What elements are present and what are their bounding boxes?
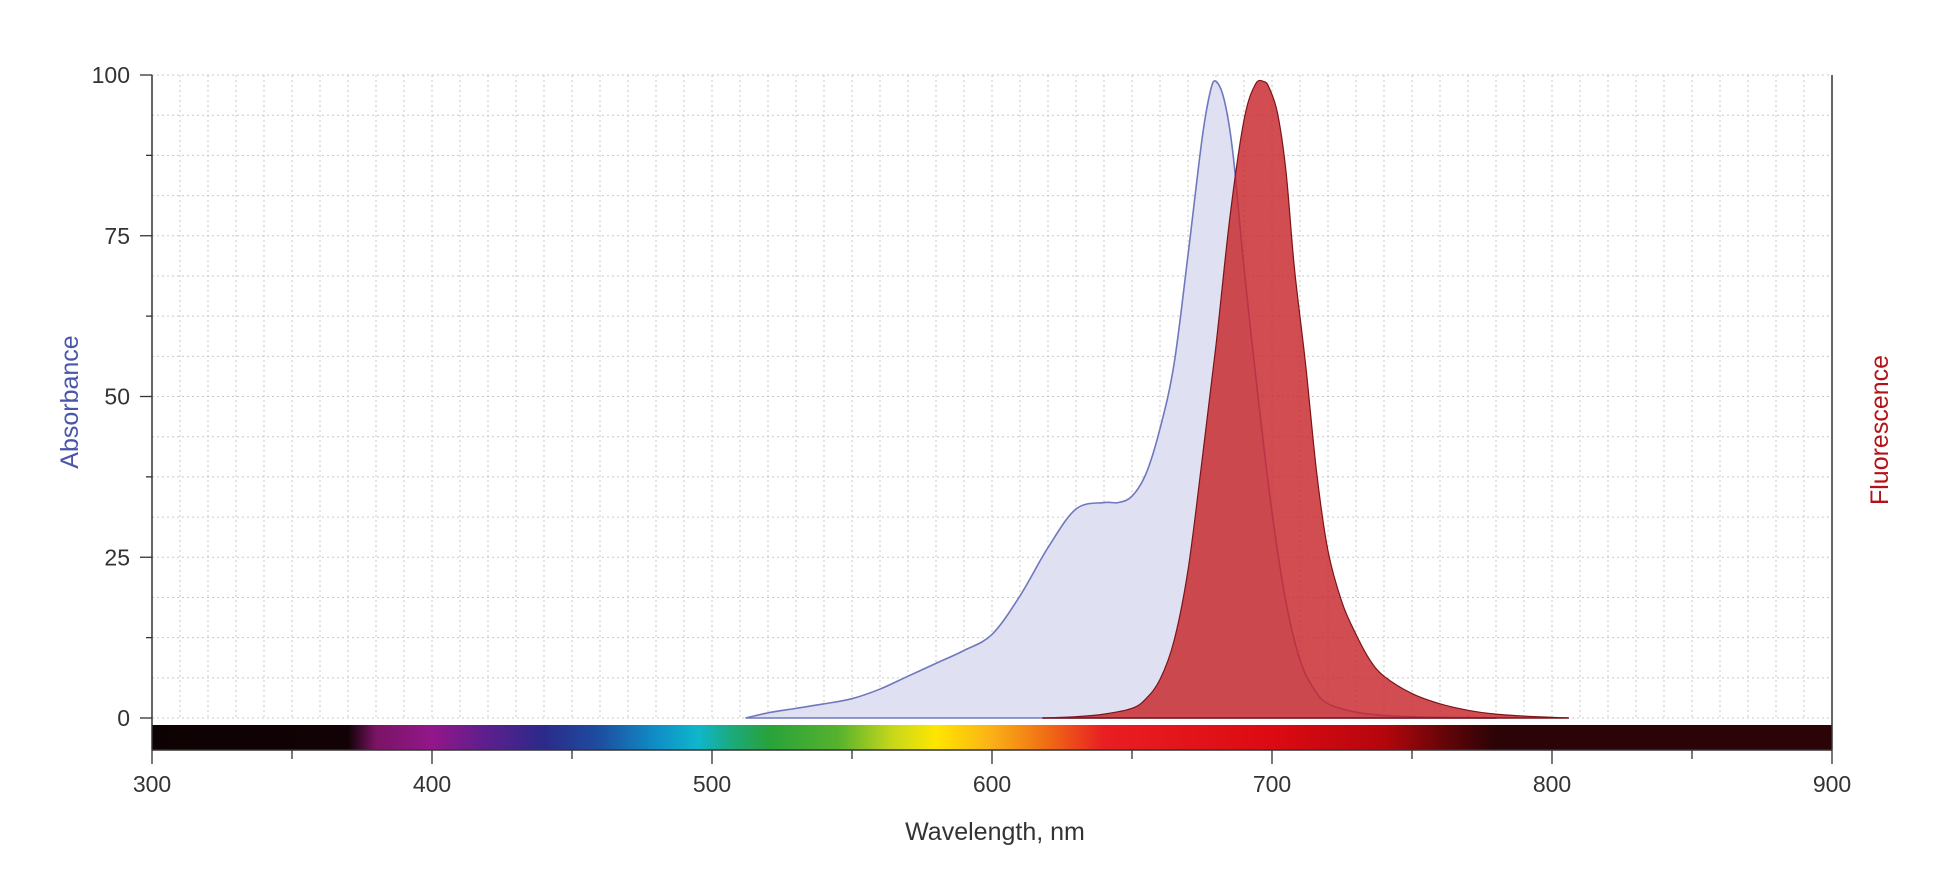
- fluorescence-line: [1042, 79, 1569, 719]
- x-tick-label: 400: [413, 771, 451, 797]
- y-tick-label: 100: [92, 62, 130, 88]
- series-layer: [745, 79, 1569, 719]
- tick-labels: 0 25 50 75 100 300 400 500 600 700 800 900: [92, 62, 1852, 797]
- y-tick-label: 75: [104, 223, 130, 249]
- spectrum-gradient-bar: [152, 725, 1832, 750]
- x-axis-title: Wavelength, nm: [905, 818, 1085, 846]
- x-tick-label: 900: [1813, 771, 1851, 797]
- x-tick-label: 600: [973, 771, 1011, 797]
- x-tick-label: 500: [693, 771, 731, 797]
- y-axis-left-title: Absorbance: [56, 335, 84, 468]
- absorbance-area: [745, 80, 1496, 718]
- x-tick-label: 700: [1253, 771, 1291, 797]
- x-tick-label: 300: [133, 771, 171, 797]
- grid: [151, 74, 1833, 719]
- y-tick-label: 0: [117, 705, 130, 731]
- x-tick-label: 800: [1533, 771, 1571, 797]
- y-tick-label: 25: [104, 544, 130, 570]
- y-axis-right-title: Fluorescence: [1866, 355, 1894, 505]
- wavelength-color-bar: [152, 725, 1832, 750]
- y-tick-label: 50: [104, 384, 130, 410]
- fluorescence-area: [1042, 80, 1569, 719]
- axes: [140, 74, 1833, 764]
